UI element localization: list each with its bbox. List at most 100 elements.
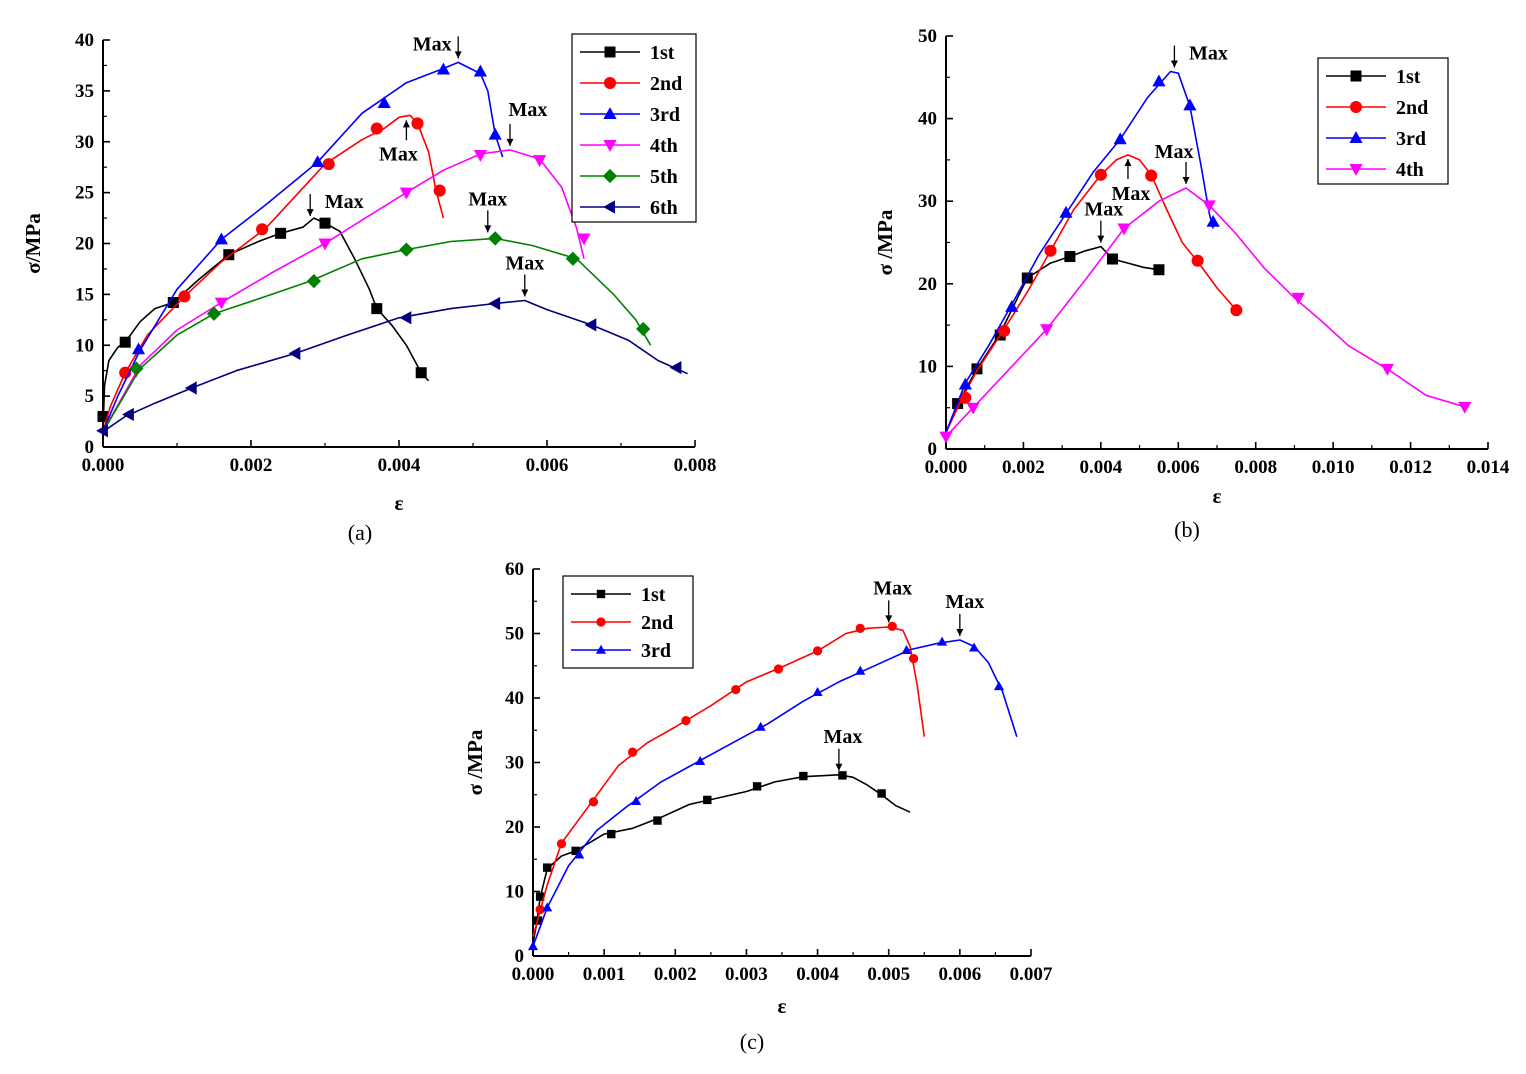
legend-label: 1st [641, 584, 666, 606]
legend-label: 6th [650, 197, 678, 219]
data-point [1113, 132, 1127, 145]
legend-label: 2nd [650, 73, 682, 95]
data-point [703, 795, 712, 805]
y-tick-label: 30 [918, 191, 937, 212]
data-point [214, 232, 228, 245]
annotation-arrowhead [306, 209, 314, 217]
y-tick-label: 15 [75, 284, 94, 305]
data-point [607, 829, 616, 839]
data-point [206, 306, 222, 321]
y-tick-label: 40 [505, 688, 524, 709]
y-axis-label: σ /MPa [873, 209, 897, 275]
legend-item-3rd: 3rd [1326, 128, 1426, 150]
data-point [998, 324, 1011, 337]
legend-label: 4th [1396, 159, 1424, 181]
max-annotation: Max [379, 120, 418, 165]
series-3rd [102, 61, 504, 433]
x-tick-label: 0.004 [796, 964, 839, 985]
x-tick-label: 0.007 [1010, 964, 1053, 985]
legend-item-5th: 5th [580, 166, 678, 188]
annotation-arrowhead [521, 289, 529, 297]
series-3rd [945, 70, 1220, 433]
data-point [565, 251, 581, 266]
series-line [945, 70, 1214, 433]
data-point [377, 96, 391, 109]
x-tick-label: 0.008 [1234, 457, 1277, 478]
x-axis-label: ε [395, 491, 404, 515]
y-tick-label: 10 [918, 356, 937, 377]
annotation-label: Max [379, 143, 418, 165]
annotation-arrowhead [454, 51, 462, 59]
data-point [214, 297, 228, 310]
legend-label: 4th [650, 135, 678, 157]
data-point [1153, 264, 1165, 276]
max-annotation: Max [1155, 141, 1194, 184]
data-point [1152, 74, 1166, 87]
annotation-arrowhead [484, 225, 492, 233]
data-point [131, 342, 146, 355]
data-point [488, 127, 502, 140]
series-line [532, 626, 926, 937]
x-tick-label: 0.002 [1002, 457, 1045, 478]
panel-caption: (b) [1174, 517, 1200, 542]
annotation-label: Max [1155, 141, 1194, 163]
data-point [627, 747, 638, 757]
data-point [971, 363, 983, 375]
data-point [184, 381, 197, 395]
chart-3: 0 10 20 30 40 50 60 0.000 0.001 0.002 0.003 0.004 0.… [463, 559, 1053, 1054]
data-point [1230, 304, 1243, 317]
data-point [969, 642, 980, 652]
series-4th [939, 187, 1472, 444]
y-tick-label: 60 [505, 559, 524, 580]
data-point [966, 402, 980, 415]
data-point [887, 621, 897, 632]
chart-2: 0 10 20 30 40 50 0.000 0.002 0.004 0.006 0.008 0.01… [873, 26, 1510, 542]
series-6th [96, 296, 688, 438]
series-1st [97, 217, 430, 432]
data-point [122, 407, 134, 422]
data-point [1040, 324, 1054, 337]
y-tick-label: 40 [918, 109, 937, 130]
legend-box [571, 33, 697, 223]
data-point [371, 303, 383, 315]
data-point [556, 839, 567, 849]
data-point [1458, 401, 1472, 414]
data-point [993, 681, 1005, 691]
x-tick-label: 0.000 [82, 455, 125, 476]
data-point [812, 686, 823, 696]
annotation-label: Max [505, 252, 544, 274]
x-tick-label: 0.000 [512, 964, 555, 985]
annotation-label: Max [413, 33, 452, 55]
max-annotation: Max [1084, 199, 1123, 243]
max-annotation: Max [823, 726, 862, 771]
legend-item-1st: 1st [571, 584, 666, 606]
legend-marker [1349, 131, 1363, 143]
legend-item-6th: 6th [580, 197, 678, 219]
data-point [167, 297, 179, 309]
data-point [399, 242, 414, 257]
annotation-arrowhead [1124, 158, 1132, 166]
series-line [945, 187, 1466, 438]
annotation-label: Max [509, 99, 548, 121]
data-point [322, 158, 335, 171]
data-point [433, 184, 446, 197]
legend-label: 5th [650, 166, 678, 188]
series-3rd [527, 636, 1018, 951]
data-point [636, 321, 651, 337]
data-point [543, 863, 552, 872]
data-point [731, 684, 741, 695]
x-tick-label: 0.001 [583, 964, 626, 985]
series-line [102, 61, 504, 433]
y-tick-label: 35 [75, 81, 94, 102]
data-point [488, 231, 503, 246]
legend-item-4th: 4th [580, 135, 678, 157]
y-tick-label: 40 [75, 30, 94, 51]
y-tick-label: 20 [75, 234, 94, 255]
series-1st [532, 771, 911, 944]
data-point [311, 155, 325, 168]
max-annotation: Max [945, 591, 984, 636]
legend-label: 1st [1396, 66, 1421, 88]
data-point [275, 227, 287, 239]
data-point [588, 797, 599, 807]
data-point [535, 892, 545, 901]
